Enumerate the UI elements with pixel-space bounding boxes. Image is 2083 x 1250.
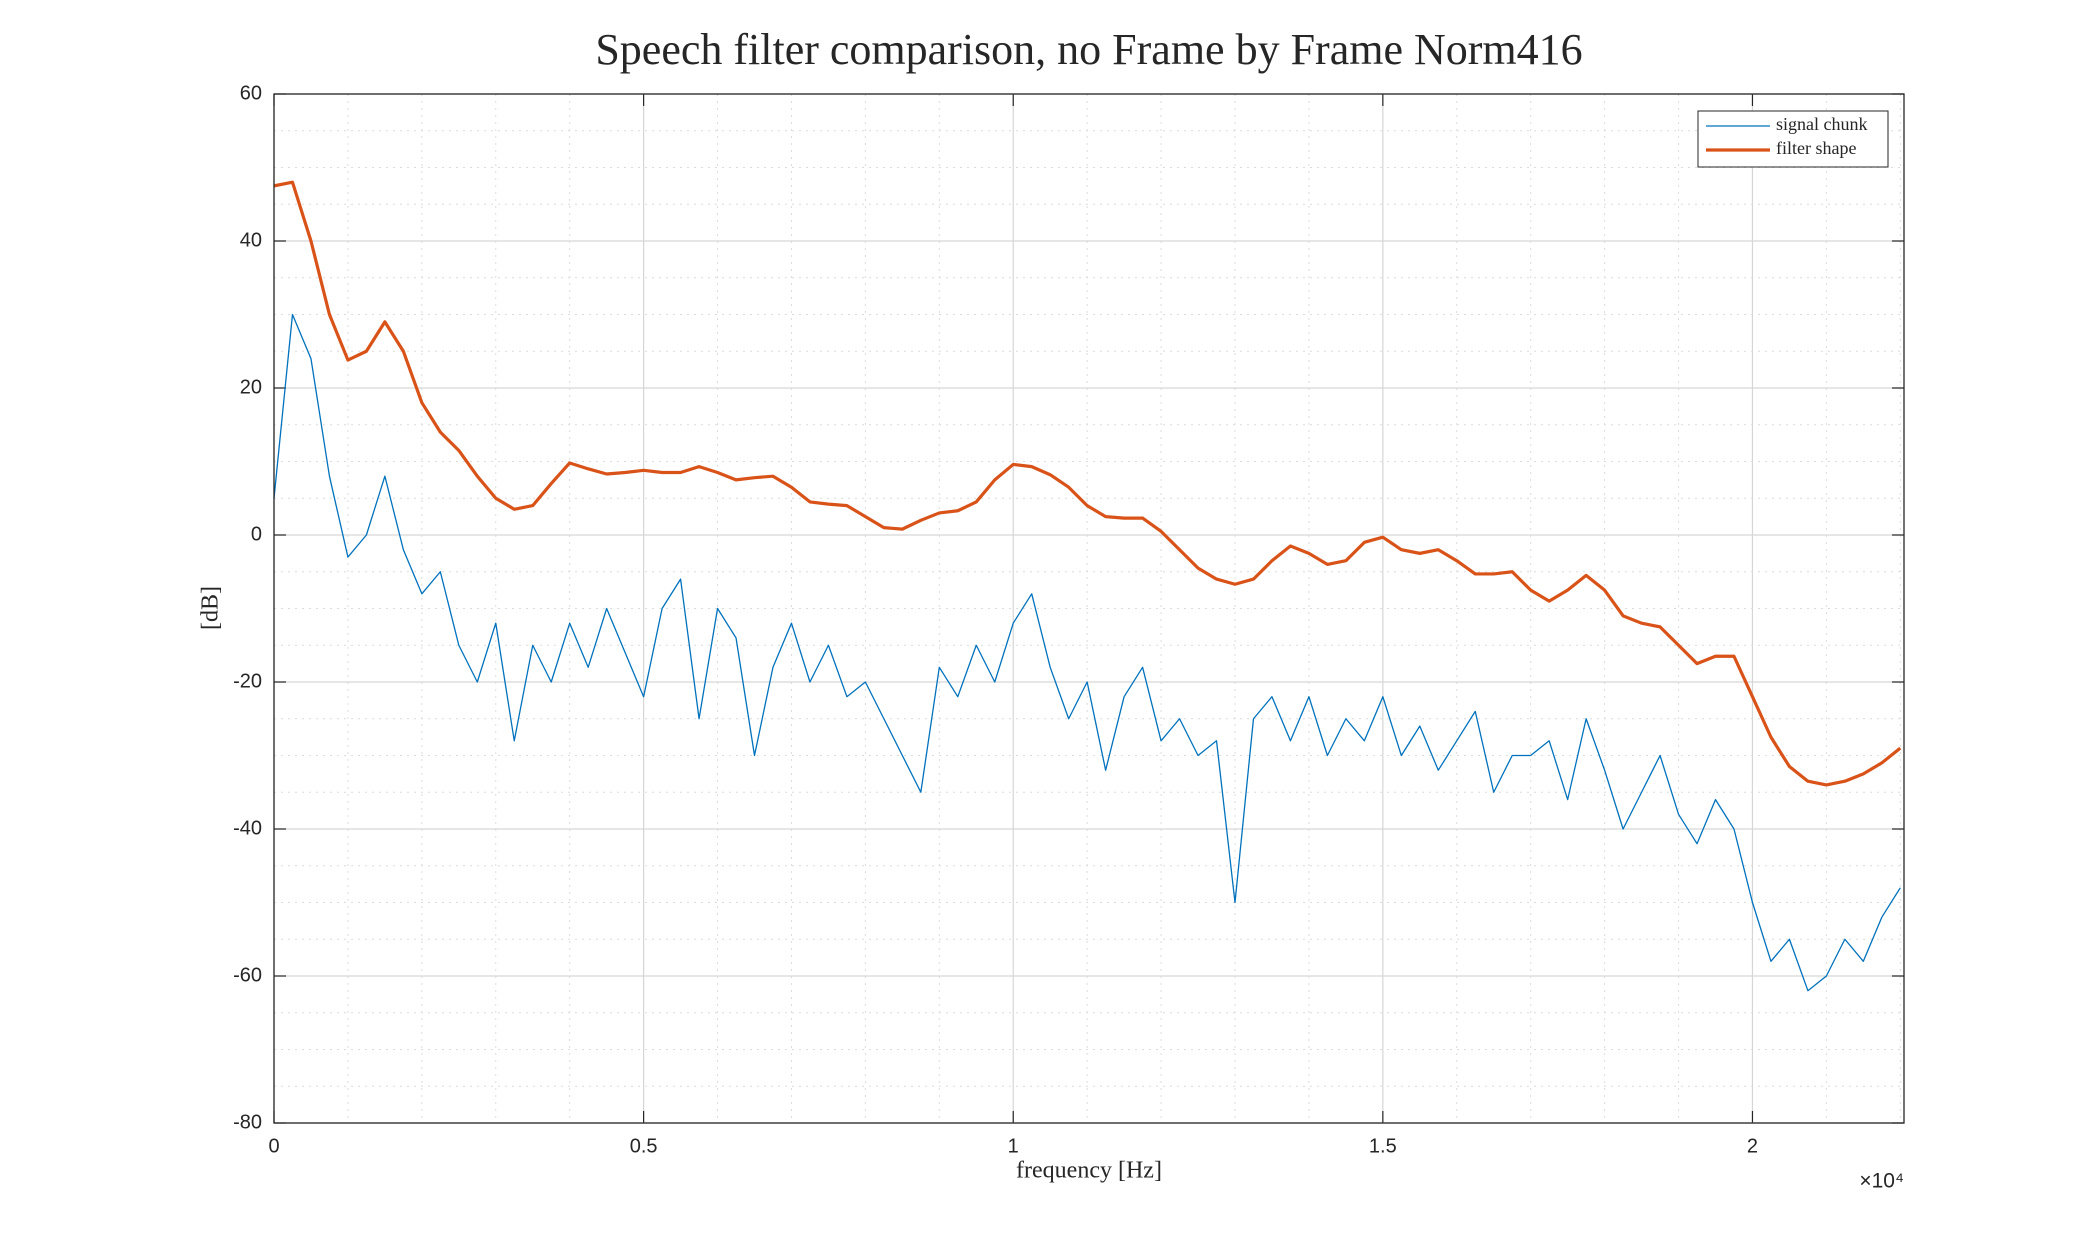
y-tick-label: -60	[233, 964, 262, 986]
legend-box	[1697, 110, 1889, 168]
chart-title: Speech filter comparison, no Frame by Fr…	[595, 25, 1582, 74]
y-tick-label: -40	[233, 817, 262, 839]
y-tick-label: 20	[240, 376, 262, 398]
legend-label: signal chunk	[1776, 114, 1868, 134]
x-tick-label: 2	[1747, 1135, 1758, 1157]
x-multiplier: ×10⁴	[1859, 1170, 1904, 1193]
x-axis-label: frequency [Hz]	[1016, 1158, 1162, 1184]
y-axis-label: [dB]	[198, 586, 224, 630]
y-tick-label: -80	[233, 1111, 262, 1133]
y-tick-label: 0	[251, 523, 262, 545]
legend-label: filter shape	[1776, 138, 1856, 158]
x-tick-label: 0	[268, 1135, 279, 1157]
series-line	[273, 313, 1901, 992]
series-line	[273, 180, 1902, 787]
x-tick-label: 1	[1008, 1135, 1019, 1157]
x-tick-label: 1.5	[1369, 1135, 1397, 1157]
plot-frame	[273, 93, 1905, 1124]
y-tick-label: 40	[240, 229, 262, 251]
y-tick-label: 60	[240, 82, 262, 104]
x-tick-label: 0.5	[630, 1135, 658, 1157]
y-tick-label: -20	[233, 670, 262, 692]
